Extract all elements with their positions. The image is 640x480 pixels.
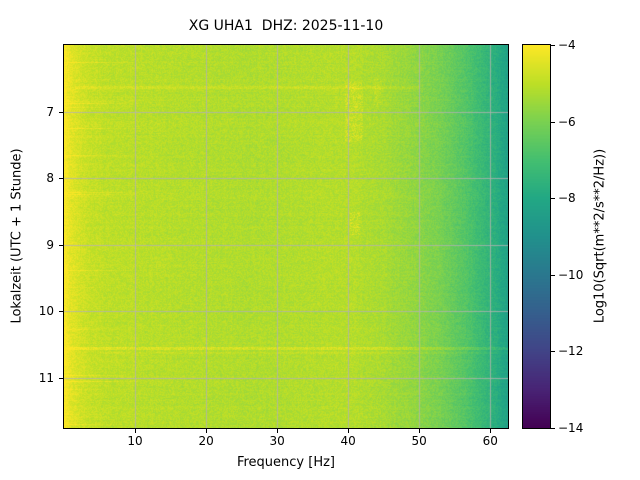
x-tick-mark (419, 429, 421, 433)
colorbar-tick-label: −4 (558, 38, 576, 52)
colorbar-tick-mark (551, 121, 555, 123)
y-tick-label: 7 (46, 104, 54, 119)
colorbar-label: Log10(Sqrt(m**2/s**2/Hz)) (592, 148, 608, 324)
colorbar-tick-label: −10 (558, 267, 584, 282)
x-tick-label: 60 (482, 434, 498, 448)
x-tick-label: 10 (127, 434, 143, 448)
x-tick-label: 30 (269, 434, 285, 448)
colorbar-gradient (523, 45, 550, 428)
colorbar-tick-mark (551, 274, 555, 276)
y-tick-mark (59, 378, 63, 380)
y-tick-mark (59, 178, 63, 180)
colorbar (522, 44, 551, 429)
colorbar-tick-mark (551, 428, 555, 429)
y-tick-label: 10 (38, 304, 54, 319)
y-tick-label: 8 (46, 171, 54, 186)
spectrogram-canvas (64, 45, 508, 428)
colorbar-tick-mark (551, 198, 555, 200)
x-tick-mark (135, 429, 137, 433)
chart-title: XG UHA1 DHZ: 2025-11-10 (188, 18, 384, 34)
x-tick-mark (490, 429, 492, 433)
colorbar-tick-label: −12 (558, 344, 584, 359)
plot-area (63, 44, 509, 429)
colorbar-tick-label: −14 (558, 421, 584, 435)
y-tick-mark (59, 244, 63, 246)
x-tick-label: 20 (198, 434, 214, 448)
x-tick-mark (277, 429, 279, 433)
colorbar-tick-mark (551, 45, 555, 46)
x-tick-label: 40 (340, 434, 356, 448)
x-axis-label: Frequency [Hz] (236, 455, 336, 470)
y-tick-label: 11 (38, 371, 54, 386)
x-tick-label: 50 (411, 434, 427, 448)
colorbar-tick-mark (551, 351, 555, 353)
colorbar-tick-label: −6 (558, 114, 576, 129)
x-tick-mark (348, 429, 350, 433)
y-tick-label: 9 (46, 237, 54, 252)
y-tick-mark (59, 111, 63, 113)
colorbar-tick-label: −8 (558, 191, 576, 206)
x-tick-mark (206, 429, 208, 433)
y-tick-mark (59, 311, 63, 313)
